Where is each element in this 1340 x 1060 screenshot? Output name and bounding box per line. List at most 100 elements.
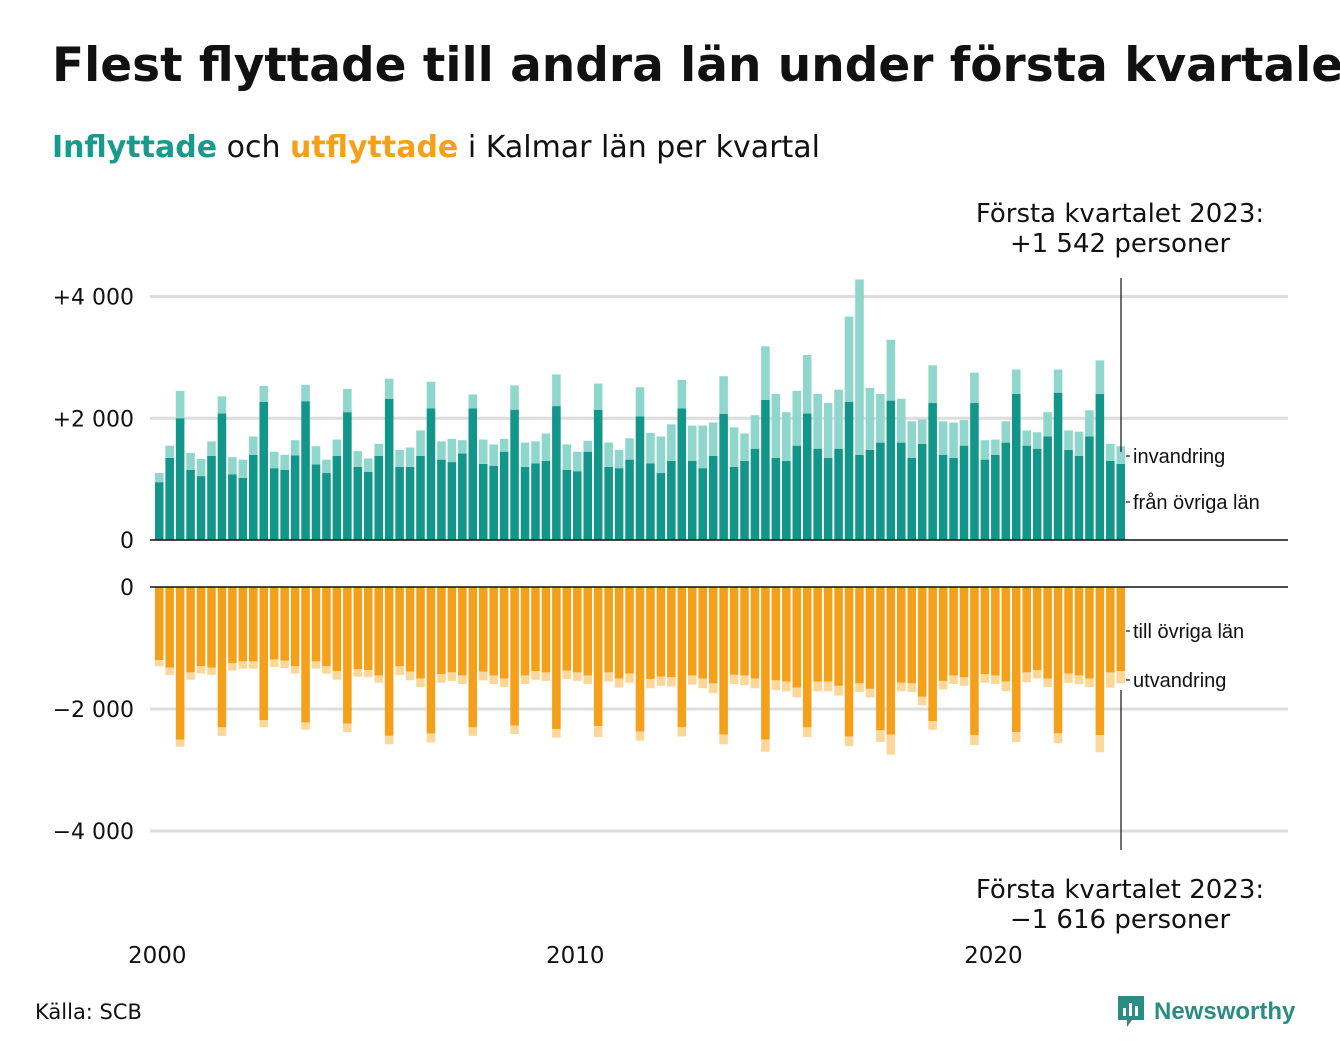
bar-out-domestic [907,587,917,684]
bar-out-emigration [1032,669,1042,679]
bar-out-emigration [1095,735,1105,753]
bar-in-domestic [938,454,948,540]
bar-in-domestic [1022,445,1031,540]
bar-out-domestic [593,587,603,727]
bar-in-domestic [750,448,760,540]
bar-out-emigration [301,722,310,730]
bar-in-immigration [897,398,906,443]
bar-in-immigration [802,354,812,414]
bar-out-emigration [280,660,289,669]
bar-out-domestic [426,587,436,734]
bar-out-domestic [1022,587,1031,673]
bar-out-domestic [625,587,634,674]
bar-out-domestic [687,587,697,676]
bar-out-emigration [604,672,613,682]
bar-in-immigration [719,376,728,414]
bar-out-domestic [897,587,906,683]
bar-out-domestic [802,587,812,728]
bar-out-domestic [771,587,781,681]
bar-out-emigration [1001,681,1011,692]
bar-in-immigration [792,390,802,446]
bar-out-domestic [917,587,927,697]
chart-subtitle: Inflyttade och utflyttade i Kalmar län p… [52,130,820,165]
bar-out-domestic [196,587,206,667]
bar-in-immigration [1043,412,1052,437]
bar-in-immigration [175,390,185,419]
bar-in-domestic [834,448,843,540]
bar-out-domestic [761,587,770,740]
bar-in-domestic [447,462,457,540]
newsworthy-logo[interactable]: Newsworthy [1116,994,1295,1030]
bar-in-immigration [1116,446,1126,464]
bar-in-domestic [238,477,248,540]
bar-out-domestic [499,587,509,679]
bar-out-domestic [447,587,457,673]
y-tick-label-bottom: −4 000 [53,820,134,845]
bar-in-domestic [771,457,781,540]
bar-out-domestic [1064,587,1073,674]
bar-in-domestic [290,455,300,540]
bar-in-immigration [865,387,875,450]
bar-in-domestic [228,474,237,540]
bar-in-domestic [1116,463,1126,540]
bar-in-immigration [228,457,237,475]
bar-in-domestic [353,466,363,540]
bar-out-domestic [1001,587,1011,682]
bar-in-domestic [991,454,1000,540]
bar-in-domestic [1085,436,1094,540]
bar-out-domestic [573,587,582,673]
bar-out-domestic [834,587,843,686]
y-tick-label-top: +4 000 [53,286,134,311]
bar-out-domestic [1074,587,1084,676]
bar-in-immigration [834,389,843,449]
bar-in-domestic [792,445,802,540]
bar-out-domestic [635,587,645,732]
bar-in-immigration [646,432,655,464]
bar-in-immigration [311,446,321,465]
bar-in-immigration [437,441,446,460]
bar-out-domestic [855,587,864,684]
bar-out-domestic [322,587,331,667]
bar-in-immigration [907,421,917,458]
bar-out-emigration [437,674,446,683]
y-tick-label-top: 0 [120,529,134,554]
bar-out-domestic [970,587,979,736]
bar-in-domestic [980,459,990,540]
bar-out-domestic [708,587,718,684]
bar-in-domestic [416,455,425,540]
bar-in-immigration [959,420,969,446]
annotation-top-line1: Första kvartalet 2023: [976,199,1264,229]
bar-out-domestic [656,587,666,677]
bar-out-emigration [228,663,237,671]
bar-in-domestic [677,408,687,540]
bar-out-domestic [207,587,216,668]
bar-in-immigration [573,451,582,472]
bar-in-domestic [510,409,519,540]
bar-out-emigration [217,727,227,736]
bar-in-domestic [426,408,436,540]
bar-out-emigration [311,661,321,669]
bar-in-domestic [196,476,206,540]
bar-out-domestic [677,587,687,728]
x-tick-label: 2000 [128,943,187,969]
bar-in-immigration [1011,369,1021,394]
bar-out-domestic [531,587,540,672]
bar-in-domestic [478,463,488,540]
bar-out-emigration [1053,733,1063,744]
bar-out-emigration [991,675,1000,684]
bar-in-immigration [1022,430,1031,446]
bar-in-immigration [761,346,770,400]
bar-out-emigration [729,674,739,684]
bar-in-domestic [1043,436,1052,540]
bar-out-domestic [813,587,822,682]
bar-out-domestic [384,587,394,736]
bar-out-emigration [1085,678,1094,688]
bar-out-emigration [416,678,425,688]
bar-out-emigration [573,672,582,681]
bar-in-immigration [813,393,822,449]
bar-in-domestic [520,466,530,540]
bar-in-immigration [949,422,958,458]
bar-in-immigration [154,473,164,483]
bar-in-immigration [1106,443,1115,461]
